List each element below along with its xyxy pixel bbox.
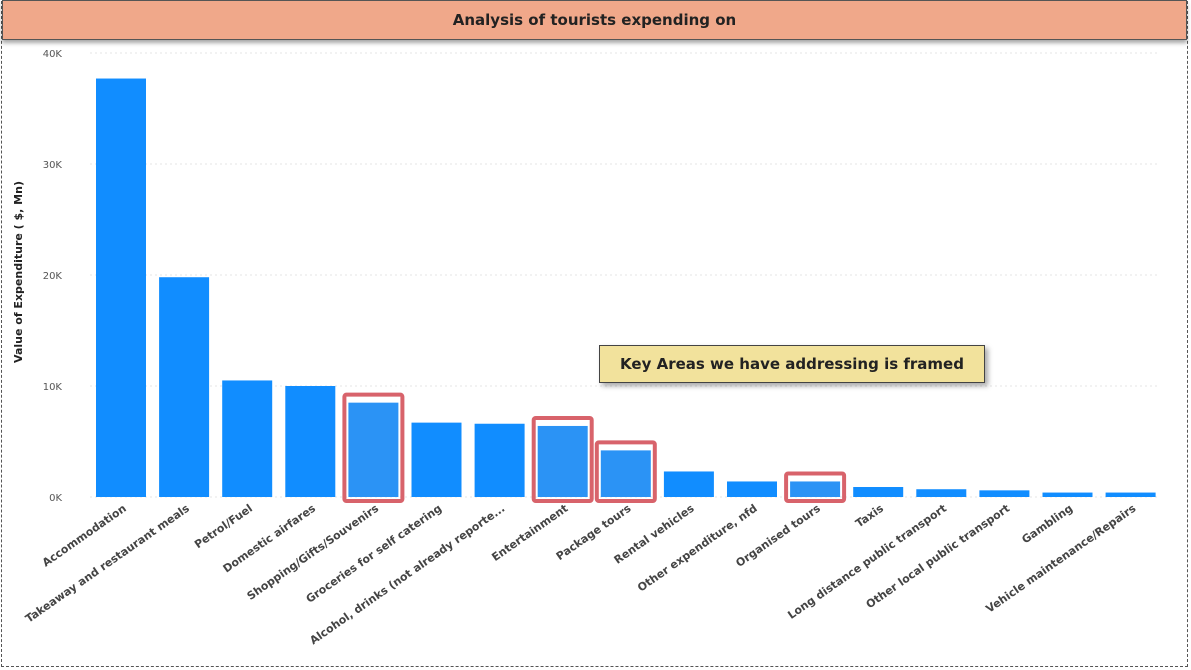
highlight-frame <box>531 415 594 503</box>
bar[interactable] <box>285 386 336 497</box>
bar[interactable] <box>916 489 967 497</box>
bar[interactable] <box>537 425 588 497</box>
x-tick-label: Taxis <box>853 502 886 531</box>
bar[interactable] <box>853 487 904 497</box>
highlight-frames <box>342 392 847 504</box>
bar[interactable] <box>1105 492 1156 497</box>
y-tick-label: 10K <box>43 382 63 393</box>
y-tick-label: 40K <box>43 49 63 60</box>
bar[interactable] <box>96 78 146 497</box>
bar[interactable] <box>159 277 210 497</box>
bar[interactable] <box>600 450 651 497</box>
y-tick-label: 0K <box>49 493 62 504</box>
bar[interactable] <box>727 481 777 497</box>
highlight-frame <box>784 471 847 503</box>
y-tick-label: 30K <box>43 160 63 171</box>
x-tick-label: Other expenditure, nfd <box>635 502 760 595</box>
chart-title-bar: Analysis of tourists expending on <box>2 0 1187 40</box>
callout-note: Key Areas we have addressing is framed <box>599 345 985 383</box>
bar[interactable] <box>222 380 273 497</box>
callout-text: Key Areas we have addressing is framed <box>620 355 964 373</box>
highlight-frame <box>342 392 405 503</box>
highlight-frame <box>594 440 657 504</box>
page-title: Analysis of tourists expending on <box>452 11 737 29</box>
bars <box>96 78 1156 497</box>
bar[interactable] <box>790 481 841 497</box>
y-tick-label: 20K <box>43 271 63 282</box>
y-axis: 0K 10K 20K 30K 40K <box>43 49 63 504</box>
bar[interactable] <box>348 402 399 497</box>
bar[interactable] <box>979 490 1030 497</box>
bar[interactable] <box>1042 492 1093 497</box>
x-tick-label: Petrol/Fuel <box>192 502 255 551</box>
bar[interactable] <box>663 471 714 497</box>
y-axis-title: Value of Expenditure ( $, Mn) <box>12 181 25 363</box>
x-tick-label: Gambling <box>1019 502 1075 547</box>
bar[interactable] <box>411 422 462 497</box>
bar[interactable] <box>474 423 525 497</box>
